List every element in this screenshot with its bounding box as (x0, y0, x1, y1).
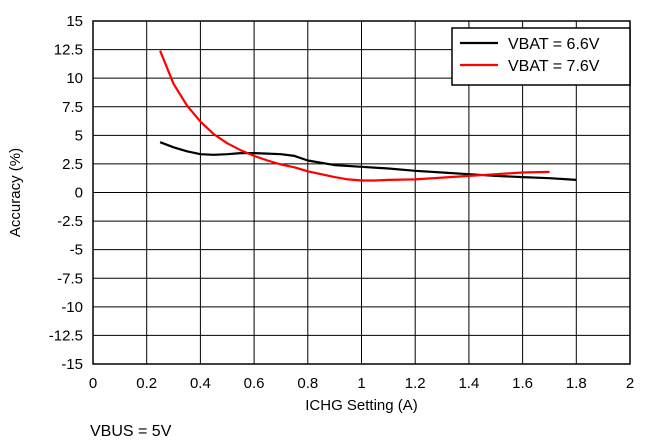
x-tick-label: 0.2 (136, 375, 157, 392)
y-tick-label: -2.5 (57, 213, 83, 230)
y-tick-label: 15 (66, 13, 83, 30)
x-tick-label: 1.4 (458, 375, 479, 392)
x-tick-labels: 0 0.2 0.4 0.6 0.8 1 1.2 1.4 1.6 1.8 2 (89, 375, 634, 392)
y-tick-label: -12.5 (49, 327, 83, 344)
series-line-2 (159, 50, 550, 182)
y-tick-label: 10 (66, 70, 83, 87)
series-line-1 (159, 141, 577, 181)
x-tick-label: 0.8 (297, 375, 318, 392)
x-tick-label: 1.8 (566, 375, 587, 392)
y-tick-label: -10 (61, 299, 83, 316)
y-tick-label: -7.5 (57, 270, 83, 287)
x-tick-label: 0 (89, 375, 97, 392)
plot-area-border (92, 20, 631, 365)
x-tick-label: 1.6 (512, 375, 533, 392)
y-tick-label: 5 (75, 127, 83, 144)
y-tick-label: 7.5 (62, 99, 83, 116)
series-layer (159, 50, 577, 182)
y-tick-label: 0 (75, 185, 83, 202)
x-tick-label: 2 (626, 375, 634, 392)
legend-box (451, 27, 631, 86)
footnote-vbus: VBUS = 5V (90, 423, 172, 440)
legend: VBAT = 6.6V VBAT = 7.6V (451, 27, 631, 86)
legend-label: VBAT = 6.6V (508, 36, 600, 53)
y-tick-label: 2.5 (62, 156, 83, 173)
legend-label: VBAT = 7.6V (508, 58, 600, 75)
x-tick-label: 1 (357, 375, 365, 392)
x-tick-label: 0.4 (190, 375, 211, 392)
y-tick-labels: 15 12.5 10 7.5 5 2.5 0 -2.5 -5 -7.5 -10 -12.5 -15 (49, 13, 83, 373)
x-axis-label: ICHG Setting (A) (305, 397, 418, 414)
y-tick-label: 12.5 (54, 42, 83, 59)
y-tick-label: -5 (70, 242, 83, 259)
y-tick-label: -15 (61, 356, 83, 373)
x-tick-label: 1.2 (405, 375, 426, 392)
y-axis-label: Accuracy (%) (7, 148, 24, 237)
x-tick-label: 0.6 (244, 375, 265, 392)
